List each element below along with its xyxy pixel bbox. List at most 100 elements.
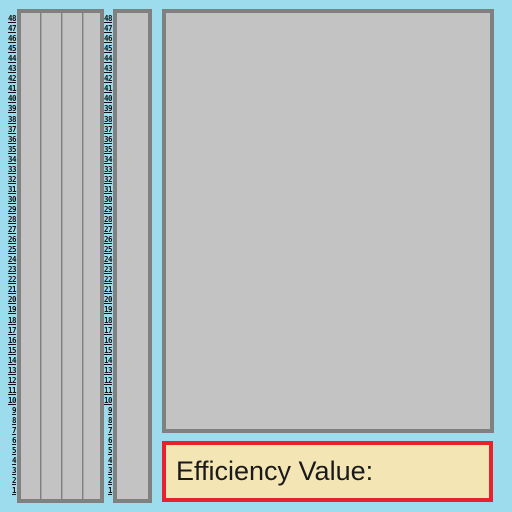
row-number-label: 40 [103,94,113,104]
row-number-label: 20 [103,295,113,305]
row-number-label: 44 [103,54,113,64]
row-number-label: 22 [103,275,113,285]
efficiency-panel: Efficiency Value: [162,441,493,502]
row-number-label: 36 [7,134,17,144]
row-number-label: 33 [7,164,17,174]
row-number-label: 18 [7,315,17,325]
row-number-label: 33 [103,164,113,174]
row-number-label: 37 [103,124,113,134]
row-number-label: 43 [7,64,17,74]
row-number-label: 9 [11,405,17,415]
row-number-label: 17 [7,325,17,335]
left-rack-column-divider [40,13,42,499]
row-number-label: 8 [107,416,113,425]
left-rack-column-divider [82,13,84,499]
row-number-label: 21 [7,285,17,295]
row-number-label: 17 [103,325,113,335]
row-number-label: 6 [11,436,17,446]
left-rack-column-divider [61,13,63,499]
row-number-label: 44 [7,54,17,64]
row-number-label: 25 [7,245,17,255]
row-number-label: 45 [103,44,113,54]
row-number-label: 39 [7,104,17,114]
row-number-label: 13 [7,365,17,375]
row-number-label: 48 [103,14,113,23]
row-number-label: 27 [103,225,113,235]
row-number-label: 23 [103,265,113,275]
row-number-label: 19 [7,305,17,315]
row-number-label: 31 [7,184,17,194]
row-number-label: 8 [11,416,17,425]
row-number-label: 35 [103,144,113,154]
main-panel[interactable] [162,9,494,433]
row-number-label: 24 [103,255,113,265]
row-number-label: 2 [11,476,17,486]
row-number-label: 11 [7,385,17,395]
efficiency-label: Efficiency Value: [176,456,374,486]
row-number-label: 29 [7,204,17,214]
left-rack[interactable] [17,9,104,503]
row-number-label: 20 [7,295,17,305]
row-number-label: 46 [7,34,17,44]
row-number-label: 38 [103,114,113,124]
row-number-label: 42 [7,74,17,84]
row-number-label: 13 [103,365,113,375]
row-number-label: 30 [103,194,113,204]
row-number-label: 28 [103,215,113,224]
row-number-label: 11 [103,385,113,395]
row-number-label: 10 [103,395,113,405]
row-number-label: 4 [11,456,17,466]
row-number-label: 14 [7,355,17,365]
row-number-label: 40 [7,94,17,104]
row-number-label: 7 [11,426,17,436]
row-number-label: 18 [103,315,113,325]
row-number-label: 5 [11,446,17,456]
row-number-label: 23 [7,265,17,275]
row-number-label: 22 [7,275,17,285]
row-number-label: 37 [7,124,17,134]
row-number-label: 15 [103,345,113,355]
row-number-label: 24 [7,255,17,265]
row-number-label: 34 [103,154,113,164]
row-number-label: 42 [103,74,113,84]
row-number-label: 12 [7,375,17,385]
row-number-label: 38 [7,114,17,124]
row-number-label: 2 [107,476,113,486]
row-number-label: 3 [107,466,113,476]
row-number-label: 41 [7,84,17,94]
row-number-label: 45 [7,44,17,54]
row-number-label: 46 [103,34,113,44]
row-number-label: 26 [103,235,113,245]
row-number-label: 36 [103,134,113,144]
row-number-label: 35 [7,144,17,154]
row-number-label: 9 [107,405,113,415]
row-number-label: 47 [7,24,17,34]
row-number-label: 7 [107,426,113,436]
row-number-label: 4 [107,456,113,466]
row-number-label: 12 [103,375,113,385]
row-number-label: 32 [103,174,113,184]
row-number-label: 47 [103,24,113,34]
row-number-label: 16 [103,335,113,345]
row-number-label: 34 [7,154,17,164]
row-number-label: 16 [7,335,17,345]
row-number-label: 21 [103,285,113,295]
row-number-label: 48 [7,14,17,23]
row-number-label: 41 [103,84,113,94]
row-number-label: 32 [7,174,17,184]
row-number-label: 1 [107,486,113,496]
small-rack[interactable] [113,9,152,503]
row-number-label: 5 [107,446,113,456]
row-number-label: 29 [103,204,113,214]
row-number-label: 25 [103,245,113,255]
row-number-label: 43 [103,64,113,74]
row-number-label: 15 [7,345,17,355]
row-number-label: 6 [107,436,113,446]
row-number-label: 3 [11,466,17,476]
row-number-label: 30 [7,194,17,204]
row-number-label: 19 [103,305,113,315]
row-number-label: 26 [7,235,17,245]
row-number-label: 31 [103,184,113,194]
row-number-label: 39 [103,104,113,114]
